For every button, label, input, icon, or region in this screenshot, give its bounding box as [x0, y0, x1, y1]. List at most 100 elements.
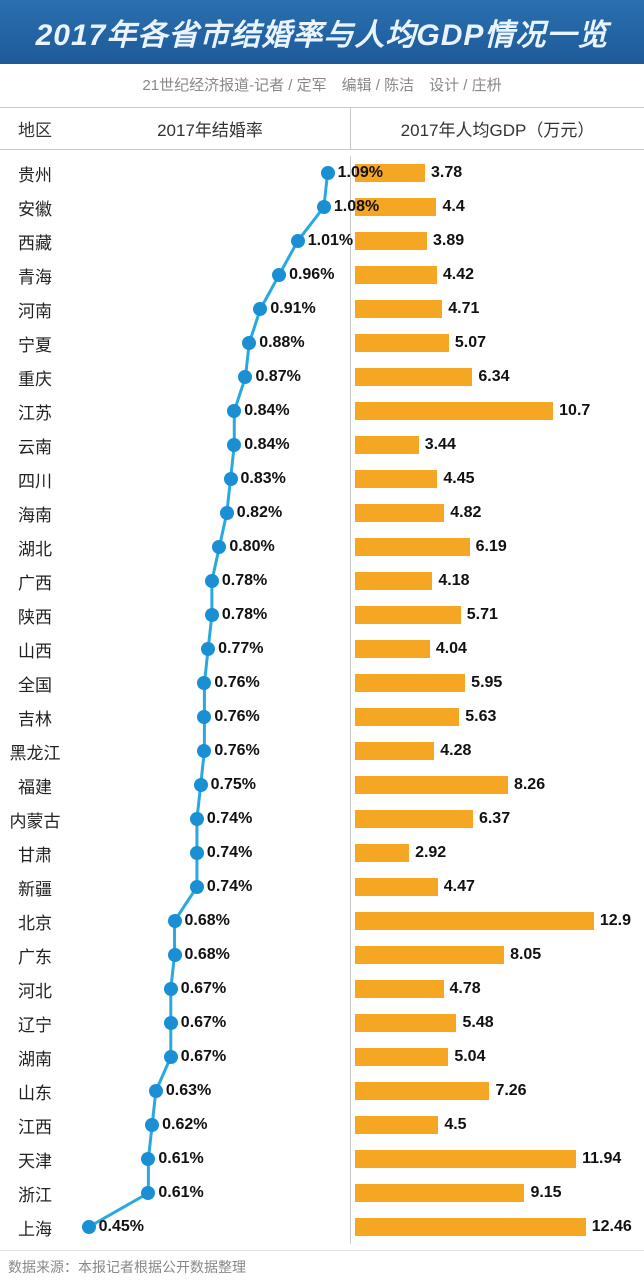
marriage-cell: 0.67%: [70, 1040, 350, 1074]
gdp-cell: 7.26: [350, 1074, 644, 1108]
gdp-bar: 10.7: [355, 402, 553, 420]
marriage-cell: 0.61%: [70, 1176, 350, 1210]
gdp-cell: 4.42: [350, 258, 644, 292]
gdp-value: 6.19: [476, 538, 507, 556]
marriage-dot: [238, 370, 252, 384]
marriage-dot: [190, 812, 204, 826]
marriage-value: 0.78%: [222, 572, 267, 590]
gdp-bar: 3.44: [355, 436, 419, 454]
gdp-bar: 4.04: [355, 640, 430, 658]
marriage-dot: [212, 540, 226, 554]
marriage-cell: 0.74%: [70, 836, 350, 870]
marriage-cell: 1.09%: [70, 156, 350, 190]
marriage-cell: 0.91%: [70, 292, 350, 326]
gdp-bar: 4.28: [355, 742, 434, 760]
gdp-value: 4.78: [450, 980, 481, 998]
data-row: 河南0.91%4.71: [0, 292, 644, 326]
header-region: 地区: [0, 108, 70, 149]
page-title: 2017年各省市结婚率与人均GDP情况一览: [8, 10, 636, 54]
gdp-cell: 5.63: [350, 700, 644, 734]
marriage-dot: [227, 438, 241, 452]
marriage-cell: 0.84%: [70, 428, 350, 462]
marriage-dot: [149, 1084, 163, 1098]
gdp-value: 3.89: [433, 232, 464, 250]
marriage-value: 1.01%: [308, 232, 353, 250]
gdp-cell: 5.95: [350, 666, 644, 700]
data-row: 陕西0.78%5.71: [0, 598, 644, 632]
region-label: 北京: [0, 909, 70, 934]
gdp-cell: 6.19: [350, 530, 644, 564]
marriage-dot: [141, 1186, 155, 1200]
gdp-bar: 5.48: [355, 1014, 456, 1032]
marriage-dot: [227, 404, 241, 418]
marriage-value: 0.80%: [229, 538, 274, 556]
marriage-value: 0.75%: [211, 776, 256, 794]
gdp-value: 6.37: [479, 810, 510, 828]
gdp-value: 4.5: [444, 1116, 466, 1134]
gdp-bar: 4.42: [355, 266, 437, 284]
marriage-cell: 0.74%: [70, 870, 350, 904]
marriage-dot: [253, 302, 267, 316]
marriage-cell: 0.96%: [70, 258, 350, 292]
region-label: 甘肃: [0, 841, 70, 866]
region-label: 湖南: [0, 1045, 70, 1070]
marriage-cell: 0.68%: [70, 904, 350, 938]
header-gdp: 2017年人均GDP（万元）: [350, 108, 644, 149]
data-row: 广西0.78%4.18: [0, 564, 644, 598]
marriage-value: 0.74%: [207, 844, 252, 862]
marriage-value: 0.87%: [255, 368, 300, 386]
gdp-cell: 10.7: [350, 394, 644, 428]
gdp-bar: 6.19: [355, 538, 470, 556]
gdp-bar: 11.94: [355, 1150, 576, 1168]
marriage-cell: 0.76%: [70, 700, 350, 734]
marriage-dot: [242, 336, 256, 350]
marriage-cell: 1.01%: [70, 224, 350, 258]
marriage-cell: 0.84%: [70, 394, 350, 428]
gdp-cell: 8.26: [350, 768, 644, 802]
gdp-bar: 4.47: [355, 878, 438, 896]
gdp-value: 4.18: [438, 572, 469, 590]
data-row: 贵州1.09%3.78: [0, 156, 644, 190]
header-marriage: 2017年结婚率: [70, 108, 350, 149]
marriage-value: 0.45%: [99, 1218, 144, 1236]
marriage-cell: 0.77%: [70, 632, 350, 666]
region-label: 宁夏: [0, 331, 70, 356]
marriage-value: 0.83%: [241, 470, 286, 488]
gdp-value: 11.94: [582, 1150, 621, 1168]
marriage-cell: 0.74%: [70, 802, 350, 836]
gdp-bar: 8.26: [355, 776, 508, 794]
gdp-value: 7.26: [495, 1082, 526, 1100]
data-row: 江苏0.84%10.7: [0, 394, 644, 428]
region-label: 安徽: [0, 195, 70, 220]
gdp-bar: 7.26: [355, 1082, 489, 1100]
gdp-cell: 4.47: [350, 870, 644, 904]
marriage-dot: [220, 506, 234, 520]
gdp-cell: 3.89: [350, 224, 644, 258]
region-label: 四川: [0, 467, 70, 492]
marriage-dot: [168, 914, 182, 928]
gdp-bar: 12.46: [355, 1218, 586, 1236]
gdp-bar: 4.78: [355, 980, 444, 998]
gdp-value: 4.42: [443, 266, 474, 284]
gdp-value: 4.47: [444, 878, 475, 896]
data-row: 湖南0.67%5.04: [0, 1040, 644, 1074]
gdp-cell: 11.94: [350, 1142, 644, 1176]
chart-container: 2017年各省市结婚率与人均GDP情况一览 21世纪经济报道-记者 / 定军 编…: [0, 0, 644, 1287]
gdp-cell: 4.78: [350, 972, 644, 1006]
region-label: 吉林: [0, 705, 70, 730]
marriage-dot: [164, 982, 178, 996]
gdp-value: 4.28: [440, 742, 471, 760]
gdp-cell: 12.9: [350, 904, 644, 938]
data-row: 青海0.96%4.42: [0, 258, 644, 292]
marriage-dot: [205, 574, 219, 588]
region-label: 上海: [0, 1215, 70, 1240]
marriage-value: 0.68%: [185, 946, 230, 964]
gdp-value: 5.63: [465, 708, 496, 726]
marriage-cell: 0.75%: [70, 768, 350, 802]
gdp-cell: 12.46: [350, 1210, 644, 1244]
data-row: 浙江0.61%9.15: [0, 1176, 644, 1210]
marriage-dot: [201, 642, 215, 656]
marriage-dot: [168, 948, 182, 962]
marriage-value: 1.08%: [334, 198, 379, 216]
gdp-bar: 4.5: [355, 1116, 438, 1134]
